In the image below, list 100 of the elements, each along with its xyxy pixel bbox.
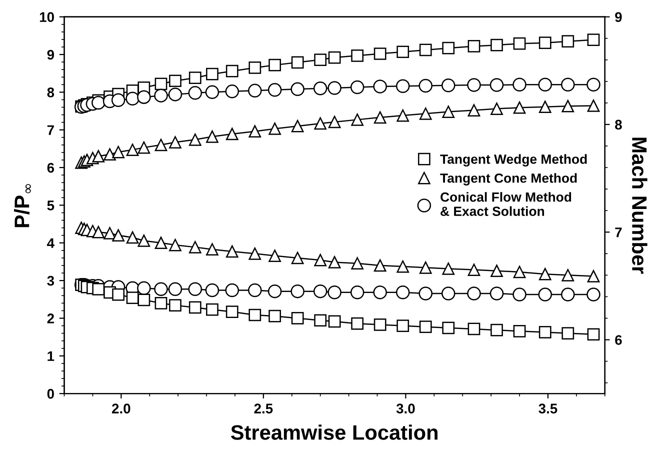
point bbox=[226, 64, 238, 78]
point bbox=[586, 78, 600, 92]
y-tick-label: 4 bbox=[47, 238, 54, 248]
point bbox=[328, 51, 341, 64]
point bbox=[513, 37, 526, 50]
point bbox=[373, 80, 387, 94]
point bbox=[205, 85, 220, 100]
point bbox=[248, 84, 262, 98]
y-tick-label: 8 bbox=[47, 88, 54, 98]
point bbox=[562, 100, 574, 112]
point bbox=[490, 102, 503, 115]
point bbox=[562, 268, 574, 282]
point bbox=[490, 264, 503, 278]
point bbox=[206, 243, 218, 256]
y2-tick-label: 7 bbox=[615, 228, 622, 238]
point bbox=[442, 286, 456, 300]
point bbox=[314, 117, 327, 130]
point bbox=[138, 234, 150, 247]
point bbox=[467, 286, 481, 300]
point bbox=[188, 133, 202, 146]
point bbox=[112, 229, 124, 242]
point bbox=[205, 283, 220, 298]
point bbox=[396, 46, 410, 58]
point bbox=[419, 320, 432, 334]
point bbox=[291, 120, 304, 132]
point bbox=[538, 268, 552, 280]
point bbox=[587, 270, 600, 282]
x-tick-label: 3.0 bbox=[396, 404, 415, 414]
point bbox=[92, 282, 105, 296]
point bbox=[468, 40, 480, 52]
point bbox=[248, 125, 262, 138]
point bbox=[373, 286, 387, 300]
point bbox=[154, 282, 168, 296]
point bbox=[328, 81, 342, 95]
point bbox=[538, 78, 552, 92]
point bbox=[188, 72, 202, 84]
point bbox=[513, 266, 526, 278]
point bbox=[169, 299, 182, 312]
point bbox=[351, 114, 364, 126]
point bbox=[290, 284, 304, 298]
point bbox=[168, 88, 182, 102]
point bbox=[206, 303, 218, 316]
point bbox=[248, 62, 262, 74]
point bbox=[562, 327, 574, 340]
point bbox=[126, 144, 139, 156]
point bbox=[419, 261, 432, 274]
point bbox=[168, 282, 182, 296]
point bbox=[538, 100, 552, 114]
point bbox=[442, 322, 455, 334]
point bbox=[374, 259, 386, 272]
point bbox=[226, 245, 238, 258]
point bbox=[538, 36, 552, 50]
legend-label: Conical Flow Method & Exact Solution bbox=[440, 192, 572, 216]
point bbox=[290, 82, 304, 96]
point bbox=[587, 34, 600, 46]
point bbox=[350, 286, 364, 300]
point bbox=[268, 250, 281, 262]
point bbox=[169, 74, 182, 88]
point bbox=[418, 286, 432, 300]
point bbox=[561, 78, 575, 92]
point bbox=[188, 241, 202, 254]
point bbox=[112, 288, 124, 301]
point bbox=[154, 88, 168, 102]
point bbox=[468, 264, 480, 276]
point bbox=[562, 35, 574, 48]
point bbox=[374, 318, 386, 331]
point bbox=[268, 284, 282, 298]
point bbox=[225, 283, 239, 298]
point bbox=[126, 92, 140, 106]
point bbox=[226, 306, 238, 318]
y2-axis-title: Mach Number bbox=[632, 138, 648, 274]
point bbox=[112, 146, 124, 158]
point bbox=[314, 254, 327, 266]
y-tick-label: 2 bbox=[47, 314, 54, 324]
point bbox=[328, 315, 341, 328]
point bbox=[587, 100, 600, 112]
point bbox=[351, 317, 364, 330]
point bbox=[268, 58, 281, 72]
point bbox=[490, 324, 503, 336]
point bbox=[467, 78, 481, 92]
point bbox=[419, 107, 432, 120]
point bbox=[291, 56, 304, 69]
y2-tick-label: 9 bbox=[615, 12, 622, 22]
x-tick-label: 3.5 bbox=[538, 404, 558, 414]
x-axis-title: Streamwise Location bbox=[230, 424, 438, 440]
point bbox=[248, 247, 262, 260]
point bbox=[111, 93, 126, 107]
point bbox=[291, 252, 304, 264]
point bbox=[442, 106, 455, 118]
point bbox=[248, 283, 262, 298]
point bbox=[188, 282, 202, 296]
point bbox=[374, 111, 386, 124]
point bbox=[490, 78, 504, 92]
point bbox=[92, 96, 106, 110]
point bbox=[396, 320, 410, 332]
y2-tick-label: 8 bbox=[615, 120, 622, 130]
point bbox=[512, 78, 526, 92]
point bbox=[92, 226, 105, 238]
point bbox=[154, 138, 168, 152]
point bbox=[442, 262, 455, 275]
